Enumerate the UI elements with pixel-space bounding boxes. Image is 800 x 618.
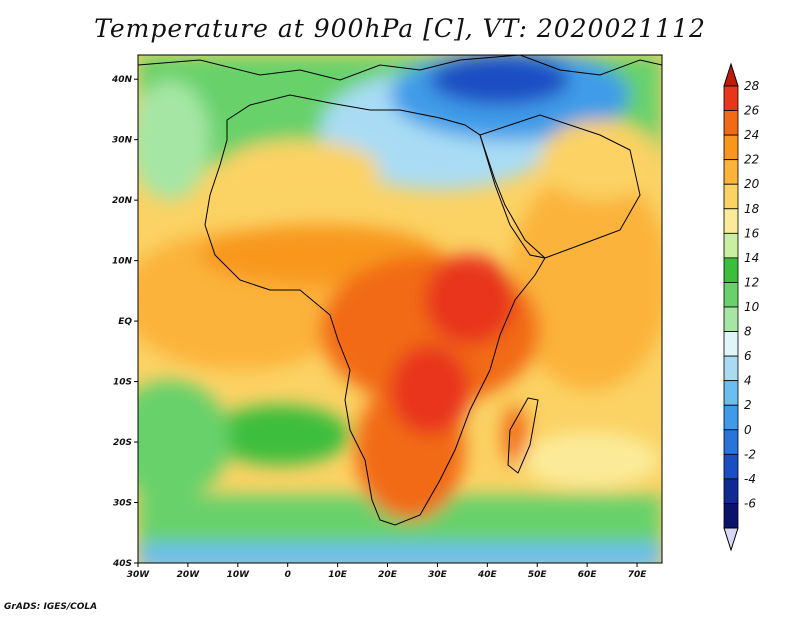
colorbar-swatch [723, 282, 739, 308]
europe-coastline [138, 55, 662, 81]
lon-tick-label: 20W [177, 570, 201, 580]
colorbar-level-label: 0 [744, 423, 752, 437]
colorbar-level-label: 20 [744, 177, 760, 191]
southern-cold-band [138, 540, 662, 563]
atlantic-green-patch [210, 405, 350, 465]
colorbar-level-label: 8 [744, 325, 752, 339]
lon-tick-label: 30E [428, 570, 448, 580]
lat-tick-label: 10N [112, 257, 133, 267]
colorbar-level-label: 24 [744, 128, 759, 142]
colorbar-swatch [723, 453, 739, 480]
credit-text: GrADS: IGES/COLA [4, 602, 98, 612]
lat-tick-label: 20S [113, 438, 132, 448]
atlantic-north-cool [138, 80, 210, 200]
arabia-warm [540, 120, 660, 200]
lon-tick-label: 10E [328, 570, 348, 580]
colorbar-level-label: -4 [744, 472, 756, 486]
colorbar-level-label: 28 [744, 79, 760, 93]
colorbar-level-label: 12 [744, 275, 759, 289]
colorbar-swatch [723, 503, 739, 529]
arabia-coastline [479, 114, 641, 259]
colorbar-level-label: 10 [744, 300, 760, 314]
longitude-ticks: 30W 20W 10W 0 10E 20E 30E 40E 50E 60E 70E [127, 563, 647, 580]
colorbar-level-label: 6 [744, 349, 752, 363]
lat-tick-label: 40N [111, 75, 133, 85]
colorbar-swatch [723, 355, 739, 382]
colorbar-level-label: 14 [744, 251, 759, 265]
zambia-hottest [390, 345, 470, 435]
map-title: Temperature at 900hPa [C], VT: 202002111… [94, 14, 706, 43]
colorbar-top-arrow [723, 62, 739, 87]
lon-tick-label: 70E [628, 570, 648, 580]
colorbar-level-label: 4 [744, 374, 752, 388]
lat-tick-label: 10S [113, 378, 132, 388]
lon-tick-label: 40E [477, 570, 498, 580]
africa-coastline [204, 94, 546, 526]
lon-tick-label: 50E [528, 570, 548, 580]
colorbar-swatch [723, 85, 739, 111]
colorbar-swatch [723, 306, 739, 332]
lon-tick-label: 30W [127, 570, 151, 580]
lat-tick-label: 40S [112, 559, 132, 569]
colorbar-bottom-arrow [723, 527, 739, 552]
colorbar-swatch [723, 159, 739, 185]
lat-tick-label: 20N [112, 196, 133, 206]
colorbar-swatch [723, 134, 739, 161]
colorbar-level-label: -6 [744, 496, 756, 510]
lat-tick-label: 30N [112, 136, 133, 146]
lon-tick-label: 20E [378, 570, 398, 580]
madagascar-coastline [507, 397, 539, 474]
colorbar-level-label: 16 [744, 226, 760, 240]
colorbar-swatch [723, 183, 739, 210]
lat-tick-label: EQ [118, 317, 132, 327]
colorbar-swatch [723, 208, 739, 234]
lon-tick-label: 0 [285, 570, 291, 580]
latitude-ticks: 40N 30N 20N 10N EQ 10S 20S 30S 40S [111, 75, 138, 569]
colorbar-swatch [723, 404, 739, 431]
colorbar-swatch [723, 331, 739, 357]
colorbar-swatch [723, 232, 739, 259]
east-africa-hottest [425, 255, 515, 345]
coastlines [138, 55, 662, 526]
west-green-patch [138, 380, 230, 500]
plot-frame [137, 54, 663, 564]
indian-warm-band [510, 170, 662, 390]
colorbar-level-label: -2 [744, 447, 756, 461]
colorbar-level-label: 18 [744, 202, 760, 216]
colorbar-level-label: 26 [744, 104, 760, 118]
lon-tick-label: 60E [578, 570, 598, 580]
indian-pale-patch [520, 432, 660, 488]
colorbar-swatch [723, 478, 739, 504]
colorbar-swatch [723, 110, 739, 136]
colorbar-swatch [723, 257, 739, 283]
colorbar-swatch [723, 380, 739, 406]
temperature-field [138, 55, 662, 563]
sahara-warm [220, 140, 380, 200]
lat-tick-label: 30S [113, 499, 132, 509]
madagascar-hot [503, 405, 527, 465]
turkey-colder [430, 55, 570, 105]
lon-tick-label: 10W [227, 570, 251, 580]
colorbar-swatch [723, 429, 739, 455]
colorbar-level-label: 2 [744, 398, 752, 412]
colorbar-level-label: 22 [744, 153, 759, 167]
